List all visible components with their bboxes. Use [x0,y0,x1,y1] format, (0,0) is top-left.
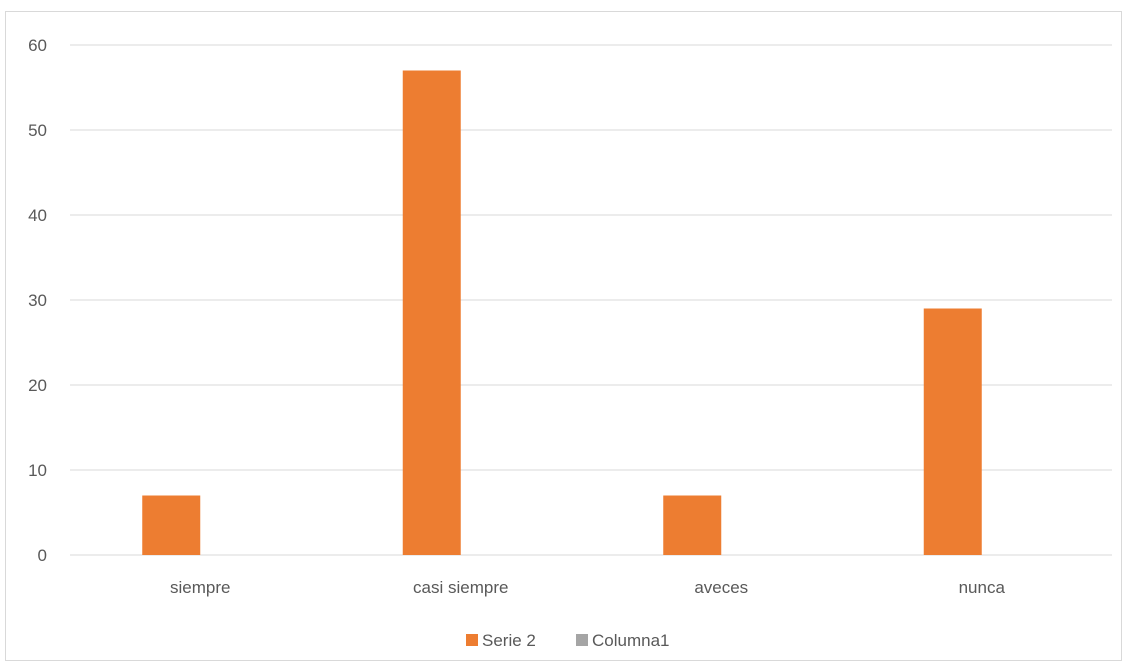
y-axis-ticks: 0 10 20 30 40 50 60 [28,36,47,565]
y-tick-label: 20 [28,376,47,395]
y-tick-label: 50 [28,121,47,140]
x-tick-label: siempre [170,578,230,597]
legend[interactable]: Serie 2 Columna1 [466,631,670,650]
bars [142,70,982,556]
x-axis-ticks: siempre casi siempre aveces nunca [170,578,1005,597]
legend-item[interactable]: Serie 2 [466,631,536,650]
y-tick-label: 60 [28,36,47,55]
bar-serie-2[interactable] [663,495,722,556]
x-tick-label: aveces [694,578,748,597]
bar-serie-2[interactable] [923,308,982,556]
legend-swatch [466,634,478,646]
legend-label: Serie 2 [482,631,536,650]
y-tick-label: 40 [28,206,47,225]
legend-swatch [576,634,588,646]
y-tick-label: 30 [28,291,47,310]
y-tick-label: 10 [28,461,47,480]
x-tick-label: casi siempre [413,578,508,597]
bar-serie-2[interactable] [142,495,201,556]
bar-serie-2[interactable] [402,70,461,556]
x-tick-label: nunca [959,578,1006,597]
y-tick-label: 0 [38,546,47,565]
legend-item[interactable]: Columna1 [576,631,670,650]
legend-label: Columna1 [592,631,670,650]
